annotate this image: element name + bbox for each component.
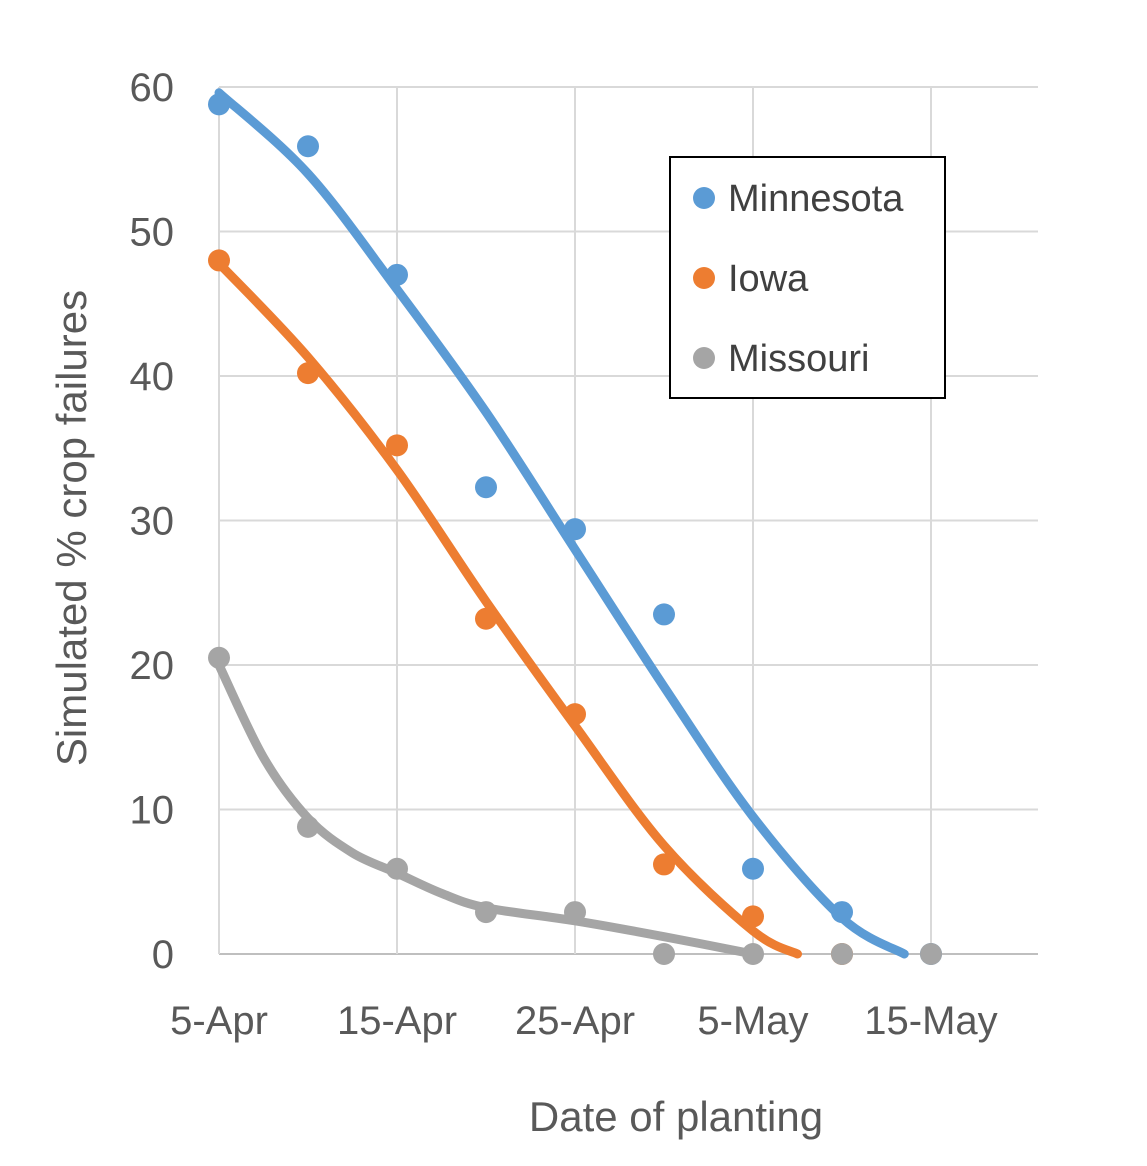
point-missouri [208, 646, 230, 669]
legend-marker-minnesota [693, 187, 715, 209]
point-iowa [475, 607, 497, 630]
y-tick-label: 50 [130, 211, 175, 255]
point-missouri [831, 943, 853, 965]
y-tick-labels: 0 10 20 30 40 50 60 [130, 66, 175, 977]
y-tick-label: 20 [130, 644, 175, 688]
legend-marker-missouri [693, 347, 715, 369]
data-points [208, 93, 942, 965]
point-iowa [297, 362, 319, 385]
x-tick-label: 25-Apr [515, 999, 635, 1043]
point-minnesota [475, 476, 497, 499]
y-tick-label: 40 [130, 355, 175, 399]
x-axis-title: Date of planting [529, 1093, 823, 1140]
legend-label-missouri: Missouri [728, 338, 869, 380]
y-tick-label: 10 [130, 789, 175, 833]
point-missouri [742, 943, 764, 965]
point-minnesota [653, 603, 675, 626]
point-minnesota [208, 93, 230, 116]
legend-box [669, 156, 946, 399]
point-minnesota [297, 135, 319, 158]
y-tick-label: 0 [152, 933, 174, 977]
x-tick-labels: 5-Apr 15-Apr 25-Apr 5-May 15-May [170, 999, 998, 1043]
trendline-minnesota [214, 88, 909, 959]
legend: Minnesota Iowa Missouri [669, 156, 946, 399]
legend-marker-iowa [693, 267, 715, 289]
point-minnesota [386, 263, 408, 286]
point-minnesota [742, 857, 764, 880]
point-iowa [564, 703, 586, 726]
x-tick-label: 5-Apr [170, 999, 268, 1043]
y-tick-label: 60 [130, 66, 175, 110]
point-iowa [208, 249, 230, 272]
point-missouri [297, 815, 319, 838]
legend-label-minnesota: Minnesota [728, 178, 904, 220]
point-missouri [920, 943, 942, 965]
y-axis-title: Simulated % crop failures [48, 290, 95, 766]
point-missouri [475, 901, 497, 924]
trendline-missouri [214, 660, 758, 959]
point-missouri [653, 943, 675, 965]
point-missouri [386, 857, 408, 880]
point-missouri [564, 901, 586, 924]
y-tick-label: 30 [130, 500, 175, 544]
point-iowa [653, 853, 675, 876]
x-tick-label: 5-May [697, 999, 808, 1043]
point-minnesota [564, 518, 586, 541]
x-tick-label: 15-Apr [337, 999, 457, 1043]
point-minnesota [831, 901, 853, 924]
point-iowa [386, 434, 408, 457]
x-tick-label: 15-May [864, 999, 997, 1043]
legend-label-iowa: Iowa [728, 258, 809, 300]
point-iowa [742, 905, 764, 928]
